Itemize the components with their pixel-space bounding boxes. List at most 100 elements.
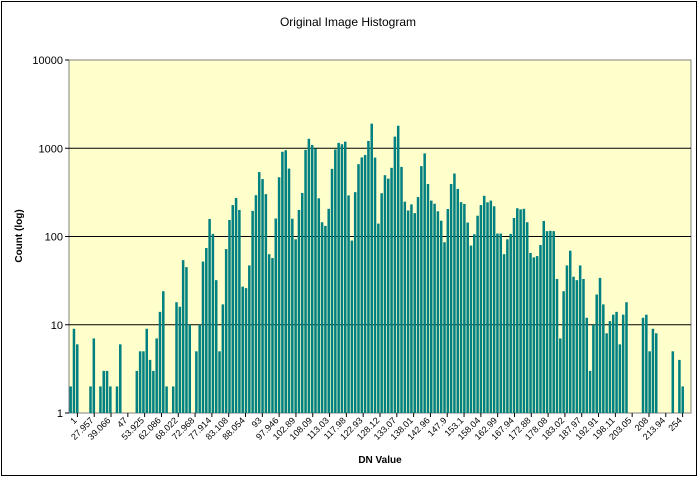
histogram-bar [436, 211, 440, 413]
histogram-bar [486, 202, 489, 413]
histogram-bar [76, 344, 79, 413]
histogram-bar [502, 254, 506, 413]
histogram-bar [466, 222, 469, 413]
histogram-bar [72, 328, 76, 413]
histogram-bar [433, 203, 436, 413]
histogram-bar [257, 172, 261, 413]
histogram-bar [383, 175, 387, 413]
histogram-bar [244, 288, 248, 413]
histogram-bar [373, 157, 377, 413]
histogram-bar [158, 311, 162, 413]
y-tick-label: 10 [51, 320, 63, 332]
histogram-bar [572, 276, 575, 413]
histogram-bar [396, 125, 400, 413]
histogram-bar [482, 195, 486, 413]
histogram-bar [353, 192, 357, 413]
histogram-bar [410, 204, 413, 413]
histogram-bar [608, 321, 612, 413]
histogram-bar [519, 209, 522, 413]
histogram-bar [453, 173, 456, 413]
histogram-bar [473, 234, 476, 413]
histogram-bar [489, 200, 493, 413]
histogram-bar [224, 249, 228, 413]
histogram-bar [238, 209, 241, 413]
histogram-bar [549, 230, 552, 413]
histogram-bar [611, 314, 615, 413]
histogram-bar [152, 370, 155, 413]
histogram-bar [377, 223, 380, 413]
histogram-bar [645, 314, 648, 413]
histogram-bar [387, 178, 390, 413]
histogram-bar [625, 302, 628, 413]
histogram-bar [241, 286, 244, 413]
chart-title: Original Image Histogram [280, 15, 416, 29]
histogram-bar [545, 231, 549, 413]
histogram-bar [231, 205, 235, 413]
histogram-bar [171, 386, 175, 413]
histogram-bar [162, 291, 165, 413]
histogram-bar [506, 239, 509, 413]
histogram-bar [347, 195, 350, 413]
histogram-bar [615, 311, 618, 413]
histogram-bar [479, 205, 483, 413]
histogram-bar [297, 209, 301, 413]
histogram-bar [320, 222, 324, 413]
histogram-bar [568, 250, 572, 413]
histogram-bar [165, 386, 168, 413]
histogram-bar [562, 291, 565, 413]
histogram-bar [261, 179, 264, 413]
y-tick-label: 10000 [32, 55, 63, 67]
histogram-bar [578, 265, 582, 413]
histogram-bar [641, 317, 645, 413]
histogram-chart: Original Image Histogram 1 10 100 1000 10000… [14, 15, 692, 466]
histogram-bar [413, 213, 416, 413]
histogram-bar [575, 280, 579, 413]
histogram-bar [423, 153, 426, 413]
histogram-bar [420, 166, 423, 413]
histogram-bar [539, 245, 542, 413]
histogram-bar [228, 219, 231, 413]
histogram-bar [595, 294, 598, 413]
histogram-bar [317, 198, 321, 413]
histogram-bar [254, 195, 258, 413]
histogram-bar [403, 201, 407, 413]
histogram-bar [492, 206, 496, 413]
y-axis-label: Count (log) [14, 209, 25, 262]
histogram-bar [208, 218, 211, 413]
histogram-bar [340, 144, 344, 413]
histogram-bar [145, 328, 148, 413]
histogram-bar [512, 218, 516, 413]
histogram-bar [443, 242, 446, 413]
histogram-bar [277, 177, 281, 413]
histogram-bar [211, 233, 215, 413]
histogram-bar [350, 240, 354, 413]
histogram-bar [92, 338, 96, 413]
histogram-bar [681, 386, 684, 413]
histogram-bar [344, 141, 347, 413]
histogram-bar [214, 280, 218, 413]
histogram-bar [251, 210, 254, 413]
histogram-bar [393, 136, 397, 414]
histogram-bar [284, 150, 287, 413]
histogram-bar [542, 220, 546, 413]
histogram-bar [274, 218, 278, 413]
histogram-bar [651, 328, 655, 413]
histogram-bar [102, 370, 105, 413]
bars [69, 123, 684, 414]
histogram-bar [310, 144, 314, 413]
histogram-bar [69, 386, 72, 413]
x-axis-label: DN Value [358, 455, 402, 466]
histogram-bar [499, 233, 503, 413]
histogram-bar [598, 277, 602, 413]
histogram-bar [559, 338, 562, 413]
histogram-bar [363, 154, 367, 414]
histogram-bar [367, 140, 370, 413]
histogram-bar [529, 253, 532, 413]
histogram-bar [337, 142, 340, 413]
histogram-bar [360, 157, 364, 413]
histogram-bar [449, 184, 453, 413]
histogram-bar [294, 239, 297, 413]
histogram-bar [138, 351, 142, 413]
histogram-bar [155, 338, 158, 413]
histogram-bar [439, 220, 443, 413]
